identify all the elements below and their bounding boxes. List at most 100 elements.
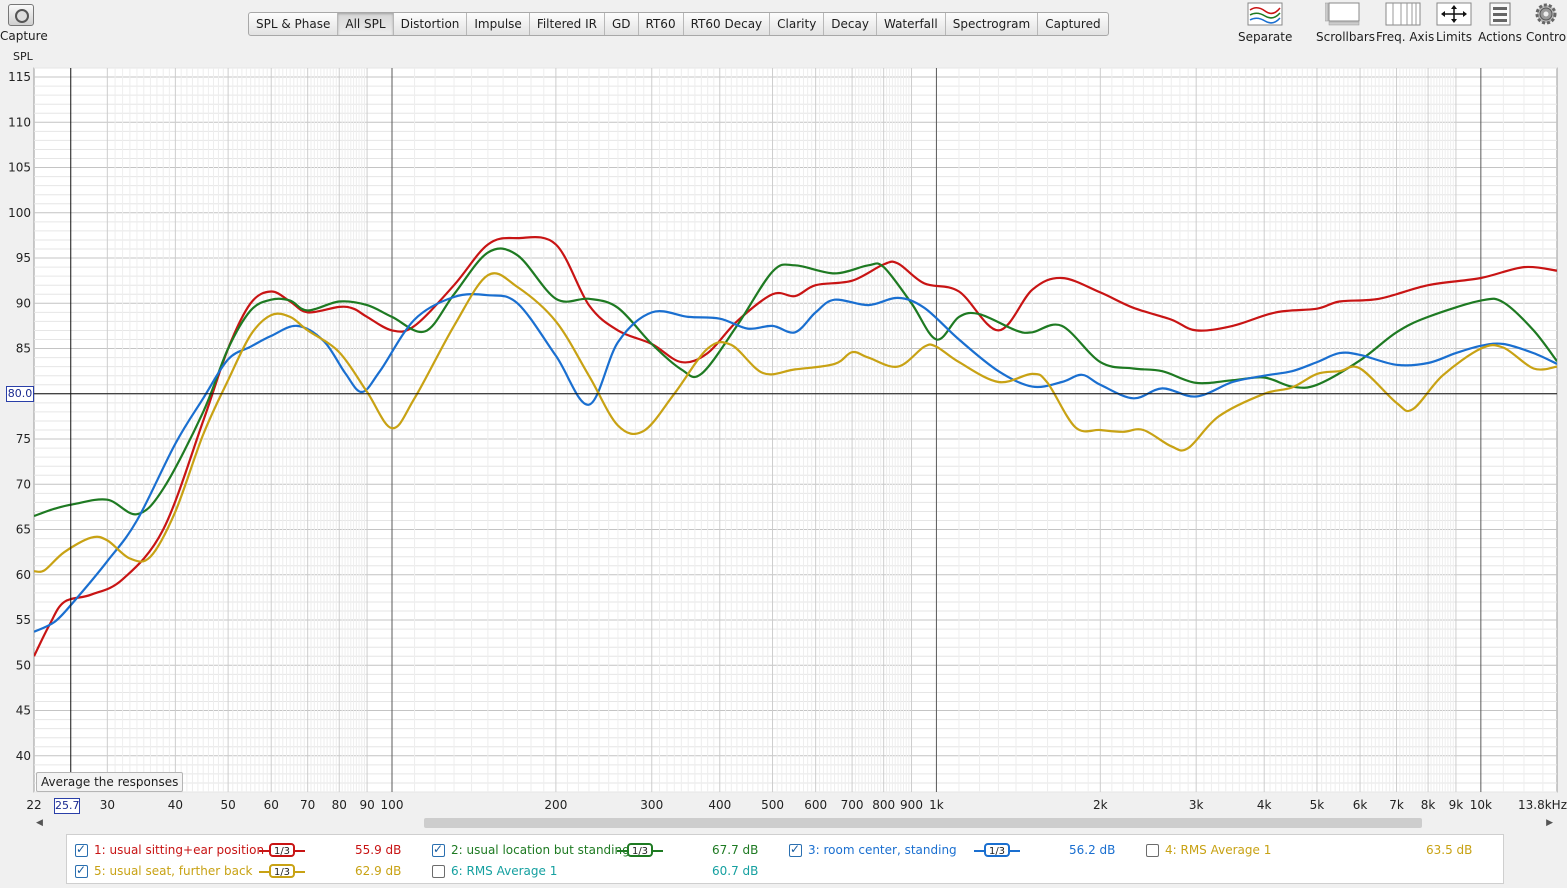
legend-db-5: 62.9 dB xyxy=(355,864,402,878)
tab-distortion[interactable]: Distortion xyxy=(394,13,468,35)
x-tick-label: 500 xyxy=(761,798,784,812)
y-axis-title: SPL xyxy=(13,50,33,63)
y-tick-label: 50 xyxy=(16,658,31,672)
cursor-x-readout: 25.7 xyxy=(54,798,80,814)
x-tick-label: 9k xyxy=(1449,798,1464,812)
scroll-left-icon[interactable]: ◀ xyxy=(36,818,43,828)
freq-axis-icon xyxy=(1385,2,1421,26)
legend-db-2: 67.7 dB xyxy=(712,843,759,857)
x-tick-label: 800 xyxy=(872,798,895,812)
x-tick-label: 3k xyxy=(1189,798,1204,812)
x-tick-label: 30 xyxy=(100,798,115,812)
x-tick-label: 10k xyxy=(1470,798,1492,812)
y-tick-label: 115 xyxy=(8,70,31,84)
x-tick-label: 60 xyxy=(264,798,279,812)
x-tick-label: 2k xyxy=(1093,798,1108,812)
x-tick-label: 22 xyxy=(26,798,41,812)
actions-button[interactable]: Actions xyxy=(1478,2,1522,46)
y-tick-label: 60 xyxy=(16,568,31,582)
legend-db-6: 60.7 dB xyxy=(712,864,759,878)
y-tick-label: 90 xyxy=(16,296,31,310)
x-tick-label: 4k xyxy=(1257,798,1272,812)
tab-spl-phase[interactable]: SPL & Phase xyxy=(249,13,339,35)
x-tick-label: 90 xyxy=(359,798,374,812)
y-tick-label: 65 xyxy=(16,523,31,537)
tab-decay[interactable]: Decay xyxy=(824,13,877,35)
x-tick-label: 600 xyxy=(804,798,827,812)
cursor-y-readout: 80.0 xyxy=(6,386,34,402)
legend-checkbox-4[interactable] xyxy=(1146,844,1159,857)
toolbar: Capture SPL & Phase All SPL Distortion I… xyxy=(0,0,1567,64)
separate-button[interactable]: Separate xyxy=(1238,2,1292,46)
camera-icon xyxy=(8,4,34,26)
x-tick-label: 5k xyxy=(1310,798,1325,812)
tab-impulse[interactable]: Impulse xyxy=(467,13,530,35)
capture-label: Capture xyxy=(0,29,48,43)
x-tick-label: 700 xyxy=(841,798,864,812)
legend-checkbox-5[interactable] xyxy=(75,863,88,878)
tab-rt60[interactable]: RT60 xyxy=(639,13,684,35)
y-tick-label: 75 xyxy=(16,432,31,446)
smoothing-badge-5[interactable]: 1/3 xyxy=(259,864,305,878)
y-tick-label: 100 xyxy=(8,206,31,220)
scrollbar-thumb[interactable] xyxy=(424,818,1422,828)
capture-button[interactable]: Capture xyxy=(0,2,48,44)
separate-icon xyxy=(1247,2,1283,26)
limits-icon xyxy=(1436,2,1472,26)
tab-gd[interactable]: GD xyxy=(605,13,639,35)
x-tick-label: 7k xyxy=(1389,798,1404,812)
scrollbars-button[interactable]: Scrollbars xyxy=(1316,2,1375,46)
controls-button[interactable]: Controls xyxy=(1526,2,1567,46)
spl-chart[interactable]: 40 45 50 55 60 65 70 75 80 85 90 95 100 105 110 115 22 30… xyxy=(0,64,1567,816)
x-tick-label: 50 xyxy=(220,798,235,812)
freq-axis-button[interactable]: Freq. Axis xyxy=(1376,2,1434,46)
graph-tabs: SPL & Phase All SPL Distortion Impulse F… xyxy=(248,12,1109,36)
y-tick-label: 105 xyxy=(8,161,31,175)
y-tick-label: 40 xyxy=(16,749,31,763)
legend-db-4: 63.5 dB xyxy=(1426,843,1473,857)
legend-checkbox-6[interactable] xyxy=(432,865,445,878)
legend-db-1: 55.9 dB xyxy=(355,843,402,857)
average-responses-button[interactable]: Average the responses xyxy=(36,772,184,792)
y-tick-label: 70 xyxy=(16,477,31,491)
tab-captured[interactable]: Captured xyxy=(1045,17,1101,31)
y-tick-label: 45 xyxy=(16,704,31,718)
actions-icon xyxy=(1487,2,1513,26)
x-tick-label: 6k xyxy=(1353,798,1368,812)
smoothing-badge-3[interactable]: 1/3 xyxy=(974,843,1020,857)
tab-rt60-decay[interactable]: RT60 Decay xyxy=(684,13,771,35)
x-tick-label: 300 xyxy=(640,798,663,812)
legend-checkbox-3[interactable] xyxy=(789,842,802,857)
x-tick-label: 80 xyxy=(332,798,347,812)
tab-filtered-ir[interactable]: Filtered IR xyxy=(530,13,605,35)
series-line-2 xyxy=(34,247,1557,518)
scrollbars-icon xyxy=(1325,2,1360,26)
tab-spectrogram[interactable]: Spectrogram xyxy=(946,13,1039,35)
x-tick-label: 1k xyxy=(929,798,944,812)
legend-db-3: 56.2 dB xyxy=(1069,843,1116,857)
x-tick-label: 400 xyxy=(708,798,731,812)
series-line-4 xyxy=(34,272,1557,573)
x-tick-label: 13.8kHz xyxy=(1518,798,1567,812)
x-tick-label: 900 xyxy=(900,798,923,812)
tab-all-spl[interactable]: All SPL xyxy=(338,13,394,35)
measurement-legend: 1: usual sitting+ear position 1/3 55.9 d… xyxy=(66,834,1504,884)
tab-clarity[interactable]: Clarity xyxy=(770,13,825,35)
smoothing-badge-2[interactable]: 1/3 xyxy=(617,843,663,857)
x-tick-label: 100 xyxy=(381,798,404,812)
smoothing-badge-1[interactable]: 1/3 xyxy=(259,843,305,857)
legend-checkbox-1[interactable] xyxy=(75,842,88,857)
tab-waterfall[interactable]: Waterfall xyxy=(877,13,946,35)
x-tick-label: 40 xyxy=(168,798,183,812)
scroll-right-icon[interactable]: ▶ xyxy=(1546,818,1553,828)
y-tick-label: 110 xyxy=(8,115,31,129)
limits-button[interactable]: Limits xyxy=(1434,2,1474,46)
horizontal-scrollbar[interactable]: ◀ ▶ xyxy=(34,817,1555,829)
y-tick-label: 95 xyxy=(16,251,31,265)
x-tick-label: 70 xyxy=(300,798,315,812)
series-line-3 xyxy=(34,293,1557,633)
legend-checkbox-2[interactable] xyxy=(432,842,445,857)
y-tick-label: 85 xyxy=(16,342,31,356)
gear-icon xyxy=(1534,2,1560,26)
y-tick-label: 55 xyxy=(16,613,31,627)
